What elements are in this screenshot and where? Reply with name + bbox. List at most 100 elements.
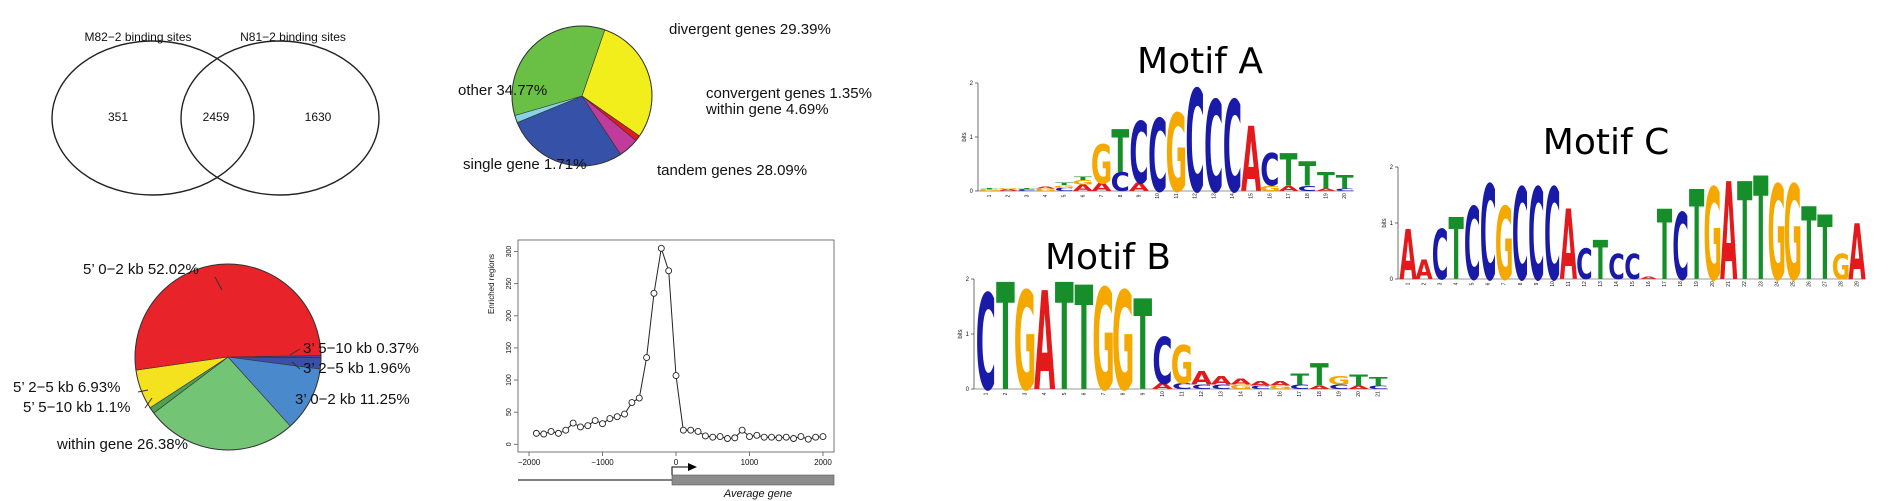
logo-position-label: 3 — [1023, 392, 1029, 395]
logo-letter: T — [1349, 372, 1368, 390]
logo-position-label: 9 — [1140, 392, 1146, 395]
logo-letter: T — [980, 188, 998, 190]
logo-letter: G — [1171, 335, 1194, 396]
line-chart-point — [723, 435, 731, 442]
line-chart-point — [775, 434, 783, 442]
logo-letter: T — [1310, 357, 1329, 393]
logo-position-label: 19 — [1336, 391, 1342, 397]
logo-position-label: 20 — [1342, 193, 1348, 199]
pie1-label-convergent: convergent genes 1.35% — [706, 85, 872, 102]
logo-letter: G — [1269, 385, 1291, 390]
logo-letter: G — [1166, 93, 1187, 217]
logo-position-label: 13 — [1598, 281, 1604, 287]
logo-letter: G — [997, 188, 1018, 190]
logo-letter: A — [1309, 385, 1331, 390]
logo-y-tick-label: 2 — [1390, 165, 1394, 171]
pie1-label-tandem: tandem genes 28.09% — [657, 162, 807, 179]
y-tick-label: 100 — [506, 374, 513, 386]
logo-letter: A — [1073, 183, 1093, 193]
logo-position-label: 7 — [1099, 194, 1105, 197]
logo-y-tick-label: 1 — [970, 135, 974, 141]
logo-position-label: 7 — [1502, 282, 1508, 285]
pie1-label-single-gene: single gene 1.71% — [463, 156, 586, 173]
logo-position-label: 21 — [1376, 391, 1382, 397]
line-chart-point — [577, 423, 584, 431]
logo-letter: C — [1608, 247, 1624, 287]
logo-letter: C — [1368, 385, 1388, 390]
pie1-outline — [511, 25, 653, 167]
logo-letter: A — [1640, 275, 1658, 280]
logo-letter: A — [1230, 377, 1252, 386]
pie2-slice-6 — [134, 263, 322, 371]
line-chart-enriched-regions: Enriched regions −2000 −1000 0 1000 2000 0 50 1… — [487, 239, 835, 500]
pie1-label-within-gene: within gene 4.69% — [705, 101, 829, 118]
line-chart-point — [540, 430, 548, 438]
logo-letter: A — [1250, 380, 1272, 387]
logo-letter: T — [1336, 172, 1354, 193]
logo-letter: A — [1191, 367, 1213, 389]
venn-left-circle — [51, 40, 255, 196]
logo-position-label: 24 — [1774, 281, 1780, 287]
logo-position-label: 15 — [1249, 193, 1255, 199]
motif-c-title: Motif C — [1543, 122, 1669, 163]
logo-position-label: 6 — [1486, 282, 1492, 285]
logo-position-label: 5 — [1062, 194, 1068, 197]
y-tick-label: 200 — [506, 310, 513, 322]
logo-position-label: 23 — [1758, 281, 1764, 287]
logo-position-label: 29 — [1854, 281, 1860, 287]
logo-y-tick-label: 0 — [970, 189, 974, 195]
logo-letter: T — [1593, 229, 1608, 292]
logo-letter: T — [1737, 155, 1752, 311]
logo-position-label: 8 — [1121, 392, 1127, 395]
logo-letter: A — [1129, 180, 1150, 193]
logo-position-label: 20 — [1710, 281, 1716, 287]
motif-a-logo: Motif A 012bits1GT2AG3CT4GA5CGT6AGT7AG8C… — [962, 41, 1354, 224]
logo-position-label: 8 — [1118, 194, 1124, 197]
logo-letter: T — [1689, 165, 1704, 308]
average-gene-bar — [671, 474, 835, 486]
logo-letter: C — [1129, 104, 1148, 203]
line-chart-point — [606, 415, 614, 423]
line-chart-point — [738, 426, 746, 434]
pie2-leader-3p-5-10kb — [289, 348, 301, 356]
line-chart-point — [628, 399, 636, 406]
x-tick-label: −1000 — [591, 458, 614, 467]
logo-letter: A — [1211, 374, 1233, 387]
line-chart-point — [694, 427, 702, 435]
logo-letter: A — [1415, 254, 1433, 285]
logo-y-tick-label: 0 — [966, 387, 970, 393]
line-chart-point — [599, 420, 606, 428]
logo-position-label: 4 — [1043, 194, 1049, 197]
logo-letter: T — [996, 253, 1015, 424]
line-chart-point — [709, 433, 717, 441]
logo-letter: A — [1348, 385, 1370, 390]
logo-position-label: 18 — [1305, 193, 1311, 199]
logo-letter: A — [1278, 184, 1298, 193]
logo-position-label: 20 — [1356, 391, 1362, 397]
logo-letter: C — [1464, 188, 1480, 304]
venn-right-circle — [180, 40, 380, 196]
pie2-label-3p-2-5kb: 3’ 2−5 kb 1.96% — [303, 360, 410, 377]
logo-position-label: 13 — [1219, 391, 1225, 397]
y-tick-label: 0 — [506, 442, 513, 446]
logo-position-label: 3 — [1438, 282, 1444, 285]
logo-letter: A — [1091, 180, 1112, 193]
logo-letter: T — [1298, 156, 1316, 195]
logo-position-label: 18 — [1678, 281, 1684, 287]
logo-position-label: 19 — [1323, 193, 1329, 199]
line-chart-point — [532, 429, 540, 437]
line-chart-point — [679, 426, 687, 434]
logo-letter: G — [1230, 384, 1252, 391]
pie-gene-context — [511, 25, 653, 167]
line-chart-point — [782, 433, 790, 441]
logo-letter: A — [1316, 188, 1337, 192]
logo-y-label: bits — [1382, 218, 1388, 227]
line-chart-point — [547, 427, 555, 435]
line-chart-frame — [517, 239, 835, 453]
logo-position-label: 2 — [1006, 194, 1012, 197]
pie1-label-other: other 34.77% — [458, 82, 547, 99]
logo-letter: G — [1035, 188, 1056, 192]
logo-letter: C — [1152, 324, 1172, 399]
line-chart-series — [532, 244, 827, 443]
